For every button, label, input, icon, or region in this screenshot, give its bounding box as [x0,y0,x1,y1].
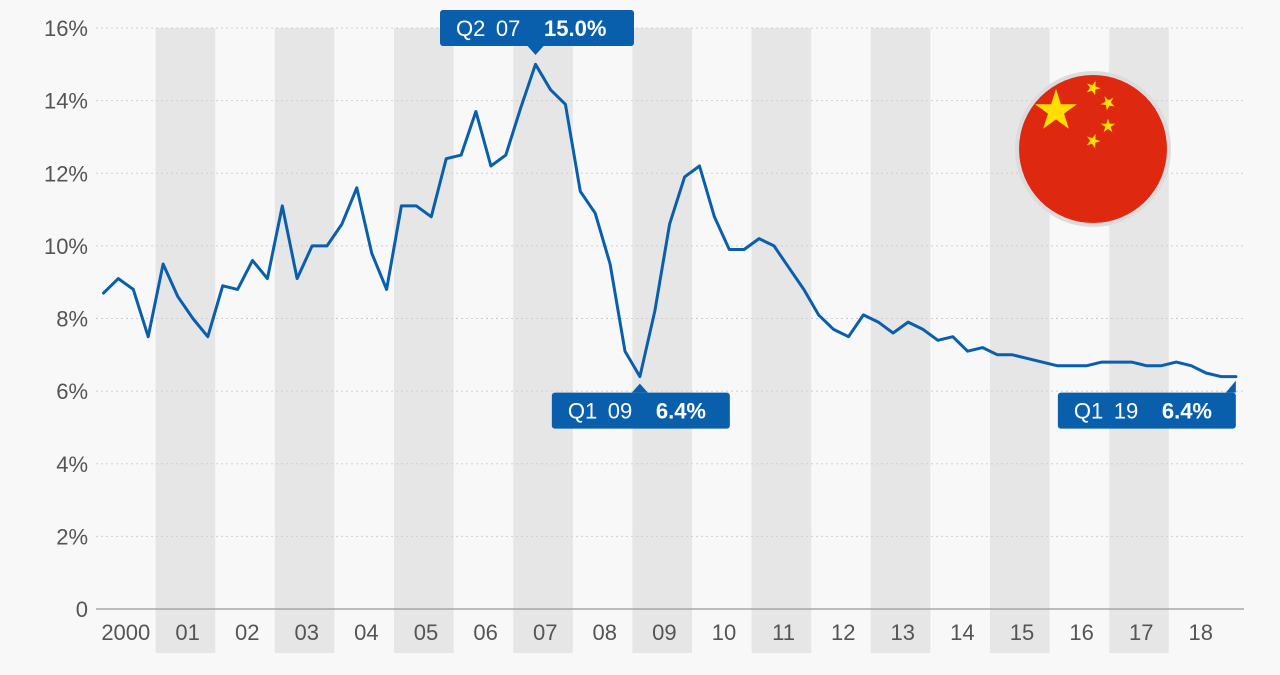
callout-bg [440,10,634,46]
x-tick-label: 15 [1005,620,1034,645]
callout-pointer [631,383,648,393]
y-tick-label: 0 [76,597,88,622]
y-tick-label: 4% [56,452,88,477]
flag-small-star-icon [1086,134,1101,149]
series-line [102,62,1238,379]
callout-box: Q2 07 15.0% [440,10,634,55]
flag-small-star-icon [1100,118,1116,133]
callout-pointer [527,46,544,55]
x-tick-label: 16 [1065,620,1094,645]
y-tick-label: 8% [56,307,88,332]
x-tick-label: 18 [1184,620,1213,645]
x-tick-label: 17 [1125,620,1154,645]
x-tick-label: 11 [768,620,795,645]
y-tick-label: 10% [44,234,88,259]
year-band [274,28,335,653]
flag-small-star-icon [1086,81,1101,96]
year-band [513,28,573,653]
callout-box: Q1 19 6.4% [1057,380,1236,429]
year-band [751,28,812,653]
x-tick-label: 13 [886,620,915,645]
y-tick-label: 16% [44,16,88,41]
callout-bg [551,392,730,429]
callout-bg [1057,392,1236,429]
year-band [870,28,931,653]
callout-value: 6.4% [1162,399,1212,424]
callout-label: Q1 19 [1074,399,1138,424]
y-tick-label: 6% [56,379,88,404]
flag-small-star-icon [1100,96,1115,111]
y-tick-label: 14% [44,89,88,114]
callouts: Q2 07 15.0% Q1 09 6.4% Q1 19 6.4% [440,10,1236,429]
callout-label: Q1 09 [568,399,632,424]
callout-value: 6.4% [656,399,706,424]
x-tick-label: 08 [588,620,617,645]
x-axis: 2000 01 02 03 04 05 06 07 08 09 10 11 12… [101,620,1213,645]
x-tick-label: 14 [946,620,975,645]
x-tick-label: 06 [469,620,498,645]
year-bands [155,28,1169,653]
x-tick-label: 12 [827,620,856,645]
flag-big-star-icon [1035,89,1077,129]
callout-box: Q1 09 6.4% [551,383,730,429]
year-band [394,28,454,653]
flag-disc [1019,75,1167,223]
china-flag-icon [1015,71,1171,227]
y-tick-label: 12% [44,161,88,186]
x-tick-label: 01 [171,620,200,645]
callout-value: 15.0% [544,16,606,41]
callout-label: Q2 07 [456,16,520,41]
y-tick-label: 2% [56,524,88,549]
x-tick-label: 07 [529,620,558,645]
x-tick-label: 09 [648,620,677,645]
x-tick-label: 03 [290,620,319,645]
x-tick-label: 10 [707,620,736,645]
year-band [155,28,216,653]
x-tick-label: 2000 [101,620,150,645]
x-tick-label: 04 [350,620,379,645]
y-axis: 0 2% 4% 6% 8% 10% 12% 14% 16% [44,16,88,622]
x-tick-label: 02 [231,620,260,645]
series-layer [102,62,1238,379]
year-band [632,28,692,653]
x-tick-label: 05 [409,620,438,645]
callout-pointer [1225,380,1236,393]
